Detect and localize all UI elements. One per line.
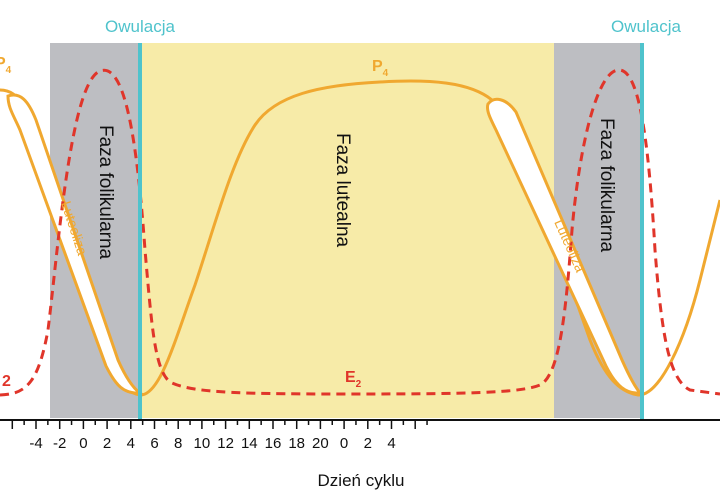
x-tick-label: 16	[265, 435, 282, 452]
x-tick-label: 0	[79, 435, 87, 452]
x-axis-ticks: -4 -2 0 2 4 6 8 10 12 14 16 18 20 0 2 4	[11, 420, 428, 452]
follicular-label-right: Faza folikularna	[596, 118, 617, 253]
x-tick-label: 18	[288, 435, 305, 452]
x-tick-label: 20	[312, 435, 329, 452]
ovulation-label-right: Owulacja	[611, 17, 681, 36]
x-tick-label: 2	[364, 435, 372, 452]
e2-curve	[0, 68, 720, 397]
x-tick-label: 6	[150, 435, 158, 452]
x-axis-title: Dzień cyklu	[318, 471, 405, 490]
e2-label: E2	[345, 369, 362, 390]
x-tick-label: 4	[387, 435, 395, 452]
p4-edge-label: P4	[0, 55, 12, 76]
follicular-label-left: Faza folikularna	[95, 125, 116, 260]
x-tick-label: 10	[194, 435, 211, 452]
x-tick-label: 2	[103, 435, 111, 452]
p4-label: P4	[372, 58, 389, 79]
x-tick-label: -2	[53, 435, 66, 452]
ovulation-label-left: Owulacja	[105, 17, 175, 36]
x-tick-label: 4	[127, 435, 135, 452]
luteal-phase	[140, 43, 554, 418]
x-tick-label: 8	[174, 435, 182, 452]
luteal-label: Faza lutealna	[332, 133, 353, 248]
x-tick-label: 14	[241, 435, 258, 452]
x-tick-label: -4	[29, 435, 42, 452]
e2-edge-label: 2	[2, 373, 11, 390]
x-tick-label: 0	[340, 435, 348, 452]
x-tick-label: 12	[217, 435, 234, 452]
